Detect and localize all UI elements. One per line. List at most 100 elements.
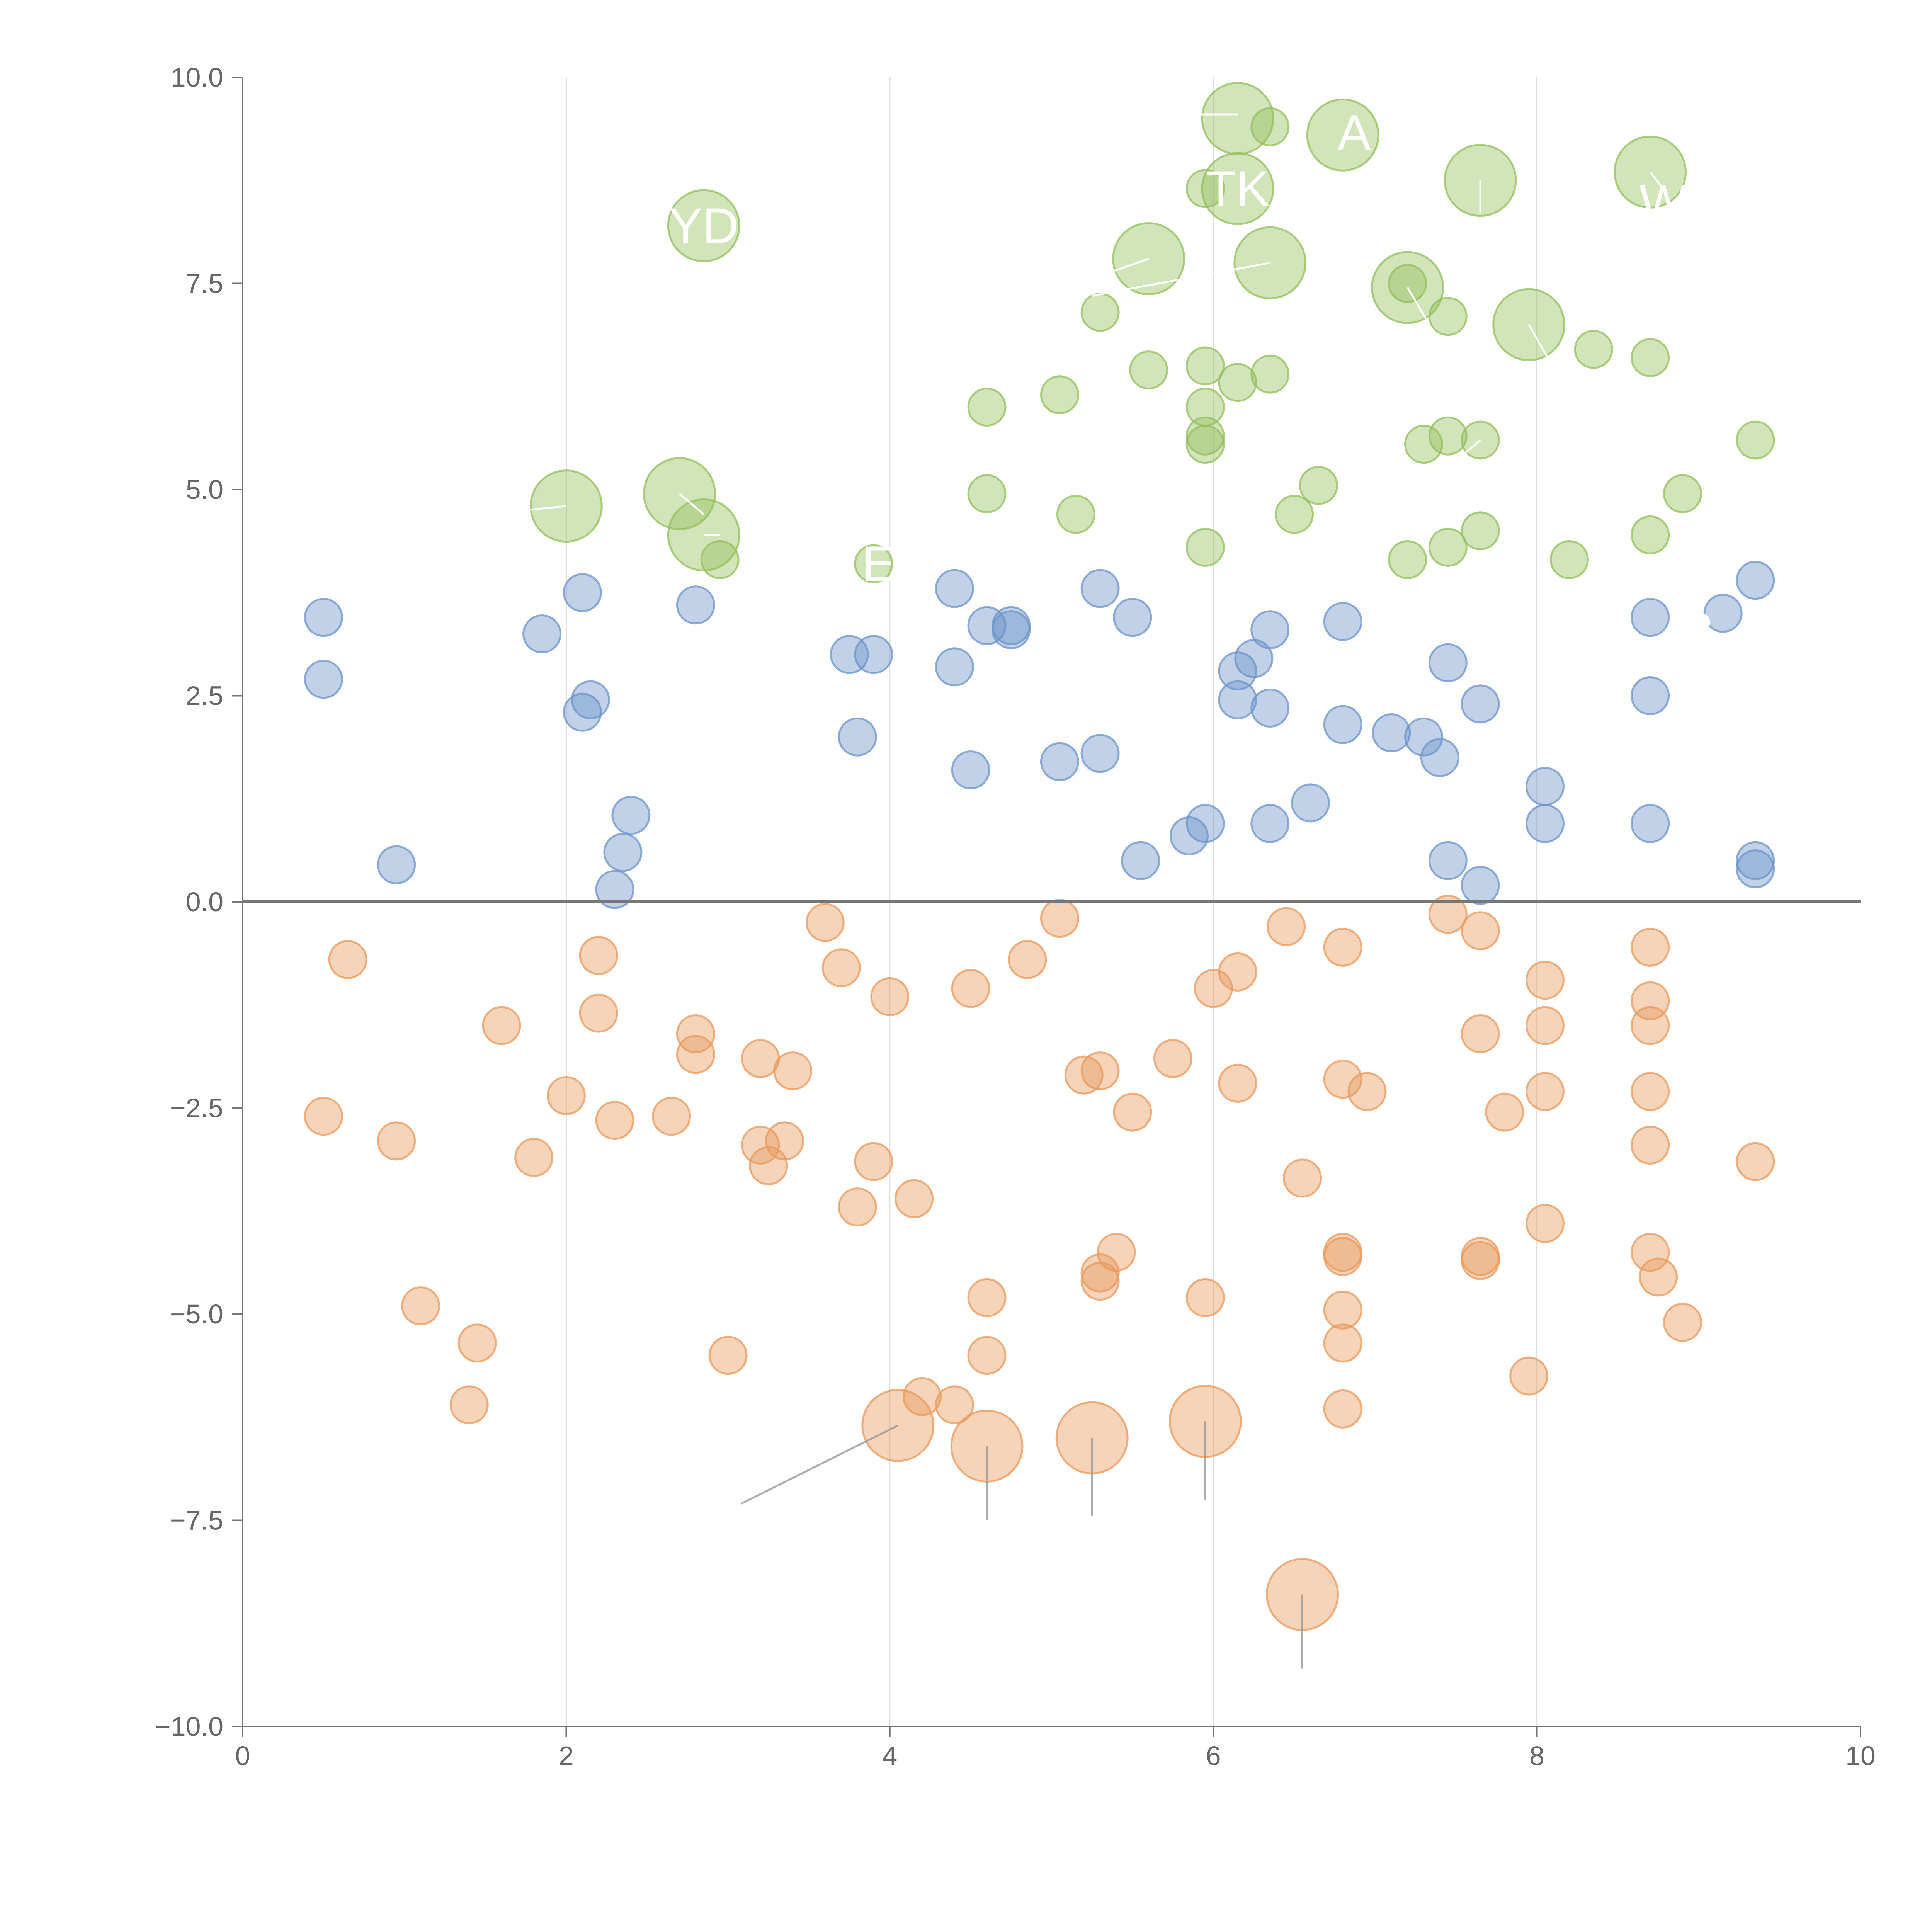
point-blue-23 [1113,598,1152,637]
point-orange-31 [967,1278,1007,1317]
point-orange-58 [1323,1389,1362,1429]
x-tick-label-5: 10 [1845,1741,1876,1771]
point-orange-25 [870,977,910,1016]
point-blue-41 [1461,684,1500,724]
point-green-13 [1080,293,1120,332]
point-orange-0 [304,1097,343,1136]
point-orange-21 [805,903,845,942]
point-orange-5 [457,1323,497,1363]
point-blue-19 [951,750,990,790]
point-green-17 [967,388,1007,427]
point-orange-22 [821,948,861,988]
point-orange-14 [676,1035,715,1074]
point-orange-36 [1064,1055,1104,1095]
point-orange-35 [1040,899,1079,938]
leader-line-11 [740,1424,898,1505]
point-orange-68 [1526,1006,1565,1045]
point-green-44 [1631,515,1670,554]
point-green-11 [1388,264,1427,303]
point-green-35 [967,474,1007,514]
x-tick-label-4: 8 [1529,1741,1544,1771]
point-orange-26 [895,1179,934,1218]
point-orange-13 [676,1014,715,1053]
point-orange-6 [482,1006,521,1045]
point-orange-79 [1736,1142,1775,1181]
point-orange-2 [377,1121,416,1161]
point-green-0 [667,189,740,262]
point-label-5: R [1677,602,1714,658]
point-blue-47 [1631,804,1670,843]
point-blue-31 [1250,689,1290,728]
point-orange-38 [1080,1253,1120,1293]
x-tick-label-2: 4 [882,1741,897,1771]
point-orange-3 [401,1286,440,1326]
point-orange-9 [579,936,618,975]
leader-line-6 [1649,171,1667,194]
point-blue-18 [992,610,1031,650]
tick-labels: −10.0 −7.5 −5.0 −2.5 0.0 2.5 5.0 7.5 10.0 0 2 4 6 8 10 [155,62,1876,1771]
point-green-15 [1574,330,1613,369]
point-orange-30 [951,969,990,1008]
point-green-24 [1185,416,1225,456]
point-blue-43 [1526,767,1565,806]
point-green-34 [854,544,893,583]
point-green-45 [1663,474,1702,514]
point-orange-8 [546,1076,586,1115]
point-blue-6 [563,692,602,732]
point-blue-37 [1404,717,1444,757]
point-orange-74 [1631,1072,1670,1111]
point-blue-4 [563,573,602,612]
point-orange-28 [935,1385,974,1425]
point-blue-8 [603,833,643,872]
point-orange-32 [967,1336,1007,1375]
point-blue-46 [1631,676,1670,715]
point-blue-30 [1250,610,1290,650]
point-blue-2 [377,845,416,884]
point-orange-78 [1663,1303,1702,1342]
point-green-7 [1201,152,1274,225]
point-orange-46 [1194,969,1233,1008]
point-blue-21 [1080,734,1120,773]
point-orange-27 [903,1377,942,1416]
point-blue-36 [1372,713,1411,753]
y-tick-label-3: −2.5 [170,1093,223,1123]
point-green-19 [1129,350,1168,390]
point-orange-61 [1461,911,1500,951]
point-labels: YD A TK W E R [669,104,1714,658]
point-green-23 [1250,354,1290,394]
point-green-2 [1250,107,1290,146]
point-orange-7 [514,1138,554,1177]
point-green-40 [1388,540,1427,579]
point-label-2: TK [1206,160,1270,217]
point-label-3: W [1639,174,1687,231]
point-blue-20 [1040,742,1079,781]
point-blue-13 [838,717,877,757]
point-orange-50 [1282,1158,1322,1198]
point-orange-55 [1323,1237,1362,1276]
point-orange-66 [1509,1356,1549,1396]
point-blue-38 [1420,738,1459,777]
point-blue-45 [1631,598,1670,637]
point-orange-56 [1323,1290,1362,1330]
point-orange-53 [1323,1060,1362,1099]
y-tick-label-2: −5.0 [170,1299,223,1329]
point-blue-10 [676,585,715,625]
point-green-36 [1056,495,1095,534]
point-orange-57 [1323,1323,1362,1363]
point-blue-39 [1428,643,1468,682]
point-blue-28 [1218,680,1257,719]
point-green-29 [1736,420,1775,460]
point-label-1: A [1337,104,1371,161]
point-blue-9 [595,870,634,909]
point-green-14 [1428,297,1468,336]
y-tick-label-7: 7.5 [186,269,223,299]
point-green-25 [1185,425,1225,464]
point-orange-19 [765,1121,804,1161]
point-orange-1 [328,940,367,979]
point-blue-50 [1736,841,1775,880]
point-orange-34 [1008,940,1047,979]
point-blue-49 [1736,561,1775,600]
point-blue-7 [611,796,651,835]
point-orange-76 [1631,1233,1670,1272]
point-green-33 [700,540,740,579]
